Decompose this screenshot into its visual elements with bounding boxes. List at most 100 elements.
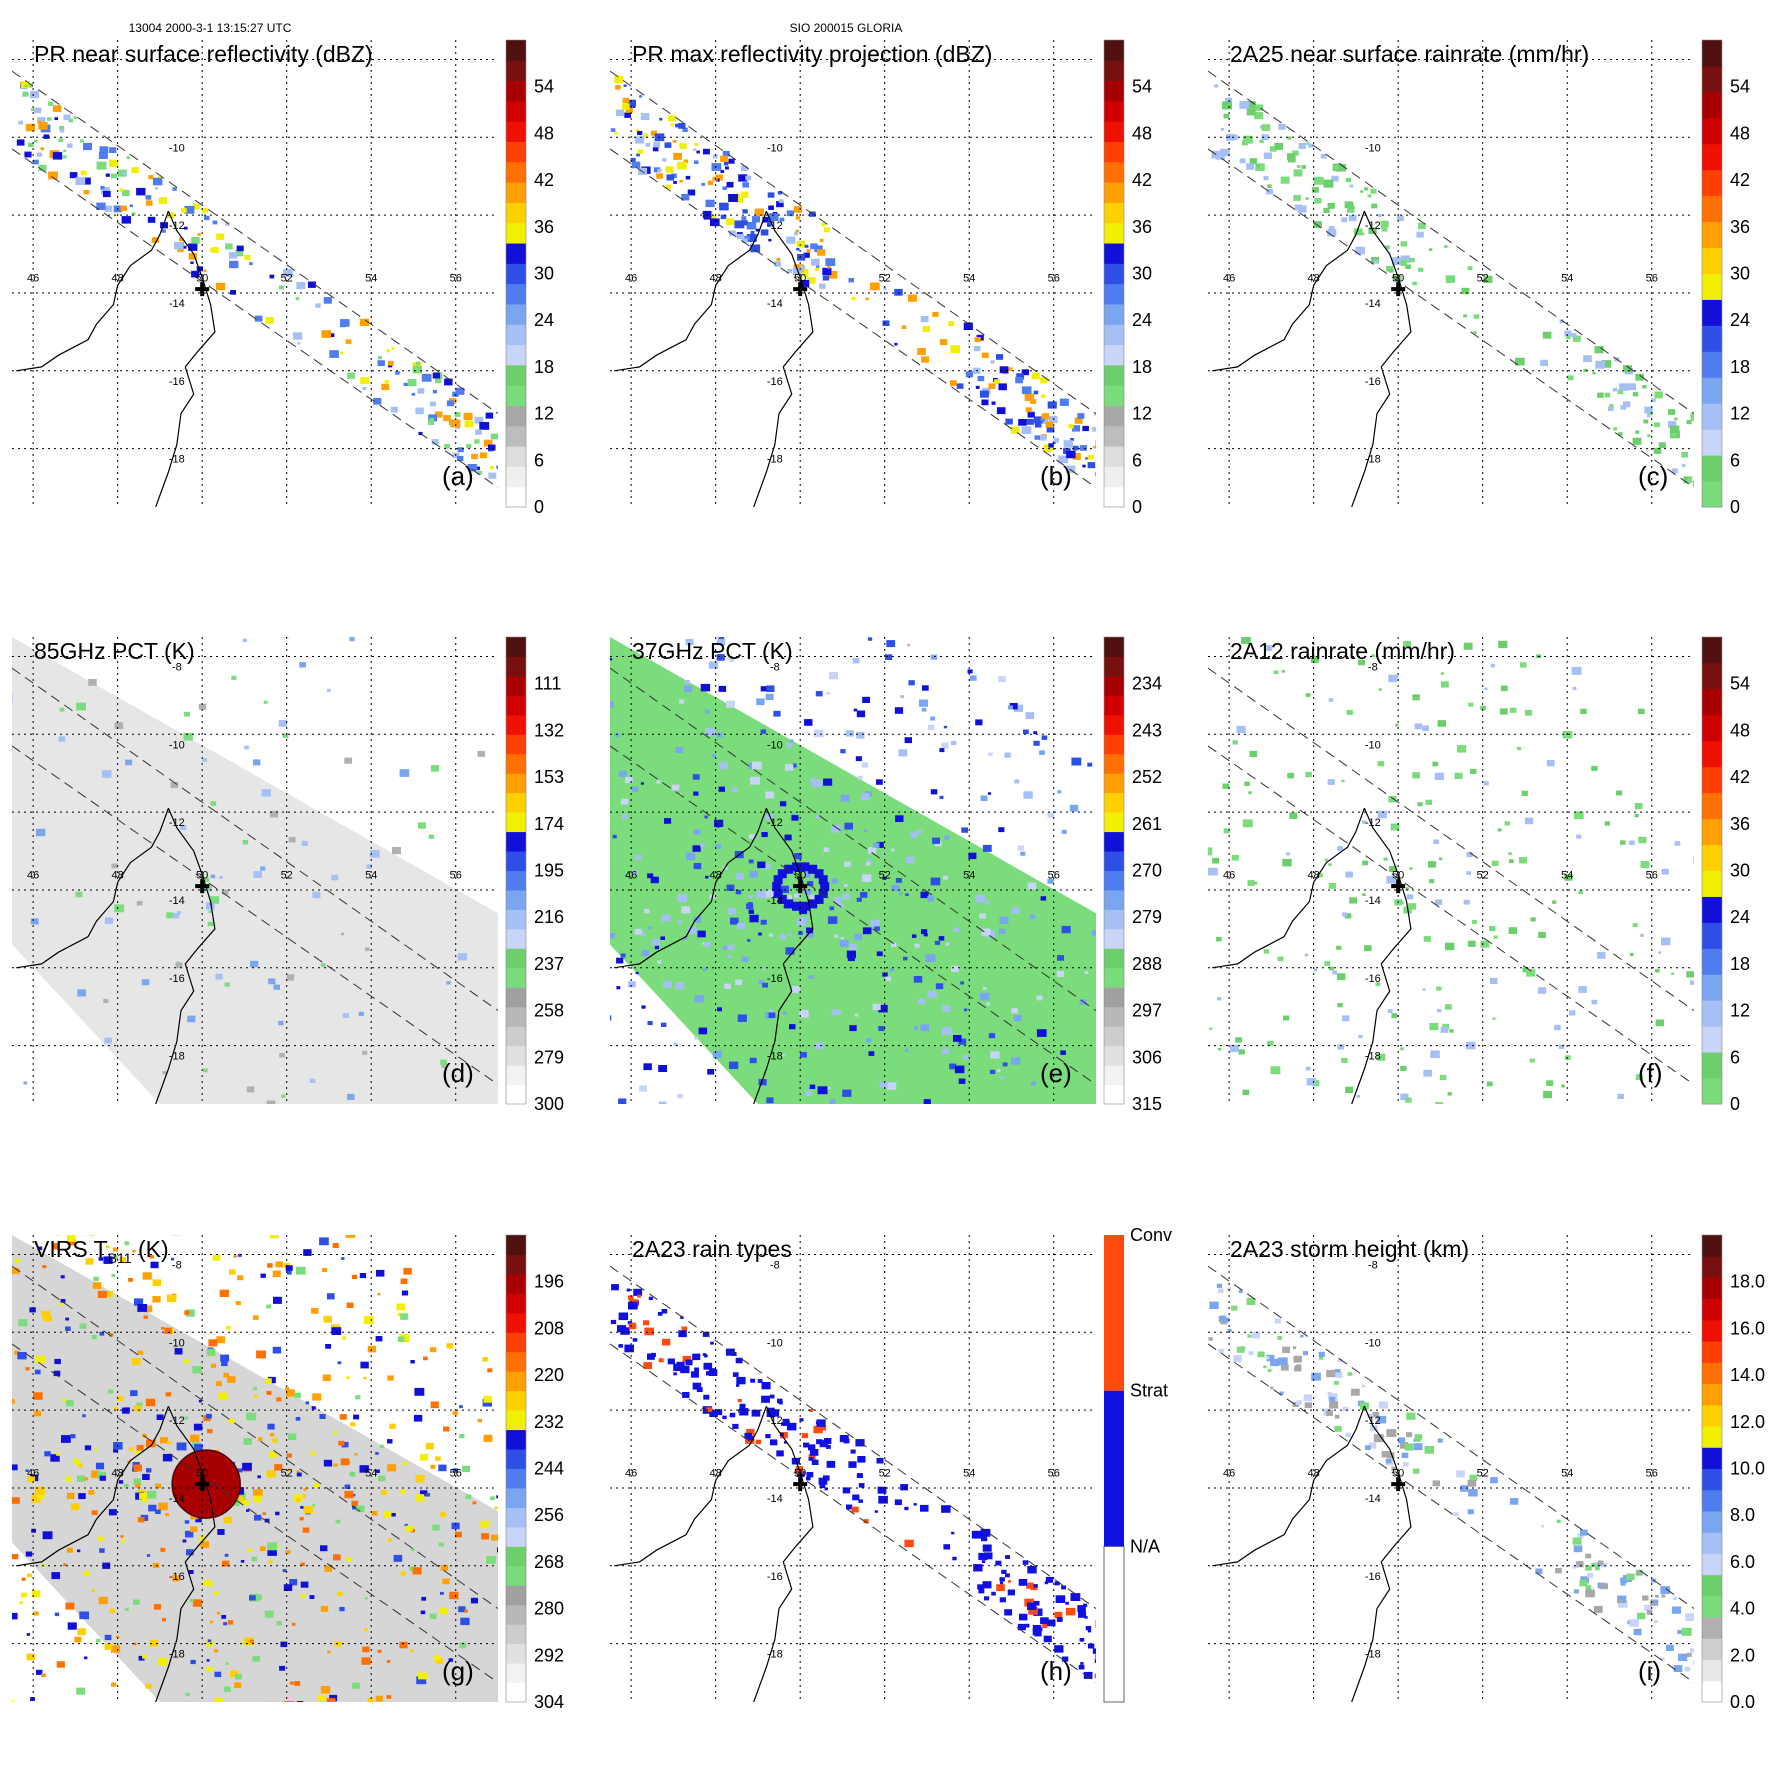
data-pixel	[1429, 879, 1435, 884]
data-pixel	[1061, 1656, 1069, 1662]
data-pixel	[1223, 113, 1230, 119]
data-pixel	[767, 192, 775, 198]
data-pixel	[457, 455, 464, 462]
data-pixel	[126, 156, 130, 159]
data-pixel	[203, 269, 207, 272]
data-pixel	[979, 913, 986, 919]
data-pixel	[760, 919, 767, 925]
data-pixel	[418, 822, 426, 829]
data-pixel	[1370, 188, 1377, 194]
lon-label: 54	[963, 272, 975, 284]
data-pixel	[153, 1604, 161, 1610]
data-pixel	[1231, 1305, 1238, 1311]
data-pixel	[891, 884, 900, 892]
data-pixel	[475, 440, 479, 443]
data-pixel	[145, 200, 153, 206]
colorbar-swatch	[1702, 273, 1722, 300]
data-pixel	[1030, 399, 1037, 404]
storm-center-cross	[195, 282, 210, 297]
data-pixel	[1399, 901, 1404, 905]
data-pixel	[227, 612, 232, 616]
colorbar-tick-label: 30	[534, 264, 554, 284]
data-pixel	[1438, 857, 1443, 861]
data-pixel	[29, 1307, 36, 1313]
data-pixel	[829, 906, 835, 911]
data-pixel	[1328, 698, 1334, 702]
data-pixel	[202, 208, 208, 213]
lat-label: -10	[767, 739, 783, 751]
colorbar-swatch	[1702, 325, 1722, 352]
data-pixel	[1324, 961, 1331, 966]
data-pixel	[198, 703, 207, 710]
data-pixel	[599, 923, 606, 929]
data-pixel	[801, 1433, 809, 1439]
data-pixel	[1087, 455, 1094, 460]
data-pixel	[66, 1235, 76, 1242]
swath-edge-line	[12, 1265, 498, 1610]
data-pixel	[136, 1402, 143, 1408]
data-pixel	[1404, 1443, 1414, 1451]
data-pixel	[400, 1313, 409, 1320]
data-pixel	[366, 864, 372, 869]
data-pixel	[672, 139, 677, 143]
data-pixel	[664, 818, 672, 824]
data-pixel	[1344, 913, 1352, 919]
data-pixel	[415, 1474, 425, 1483]
data-pixel	[648, 926, 653, 930]
data-pixel	[1573, 1545, 1583, 1553]
data-pixel	[102, 190, 111, 198]
data-pixel	[1047, 812, 1055, 818]
data-pixel	[1456, 1470, 1465, 1478]
coastline-west	[1212, 210, 1365, 372]
data-pixel	[236, 1496, 244, 1502]
data-pixel	[301, 840, 308, 846]
data-pixel	[221, 1560, 230, 1567]
data-pixel	[296, 1266, 306, 1275]
data-pixel	[815, 815, 820, 819]
data-pixel	[1463, 314, 1467, 318]
swath-edge-line	[610, 148, 1096, 488]
data-pixel	[1027, 1602, 1037, 1610]
data-pixel	[963, 322, 973, 330]
data-pixel	[420, 1453, 429, 1461]
data-pixel	[763, 863, 771, 870]
data-pixel	[224, 1553, 229, 1557]
data-pixel	[242, 840, 249, 845]
data-pixel	[258, 1157, 262, 1160]
data-pixel	[760, 229, 769, 236]
data-pixel	[1077, 413, 1085, 419]
data-pixel	[296, 282, 306, 290]
data-pixel	[1618, 1600, 1628, 1608]
data-pixel	[676, 894, 687, 902]
colorbar-tick-label: 54	[1730, 674, 1750, 694]
data-pixel	[685, 175, 691, 180]
data-pixel	[1529, 1116, 1537, 1122]
data-pixel	[756, 698, 765, 706]
data-pixel	[446, 400, 455, 407]
data-pixel	[714, 1409, 723, 1416]
data-pixel	[191, 270, 200, 278]
data-pixel	[806, 1476, 811, 1481]
data-pixel	[1219, 1315, 1226, 1321]
data-pixel	[111, 1274, 115, 1277]
data-pixel	[1305, 693, 1311, 697]
lon-label: 48	[112, 869, 124, 881]
colorbar-swatch	[1702, 403, 1722, 430]
lat-label: -18	[169, 1051, 185, 1063]
data-pixel	[818, 875, 828, 885]
data-pixel	[982, 1544, 992, 1552]
data-pixel	[808, 975, 814, 979]
data-pixel	[856, 897, 862, 902]
data-pixel	[779, 217, 785, 222]
data-pixel	[353, 1414, 360, 1420]
colorbar-swatch	[1104, 303, 1124, 325]
data-pixel	[412, 362, 422, 369]
data-pixel	[566, 823, 571, 827]
data-pixel	[1287, 772, 1294, 779]
data-pixel	[1509, 707, 1517, 713]
data-pixel	[30, 1697, 35, 1701]
data-pixel	[803, 252, 810, 258]
data-pixel	[1654, 1620, 1658, 1623]
data-pixel	[389, 1423, 396, 1429]
